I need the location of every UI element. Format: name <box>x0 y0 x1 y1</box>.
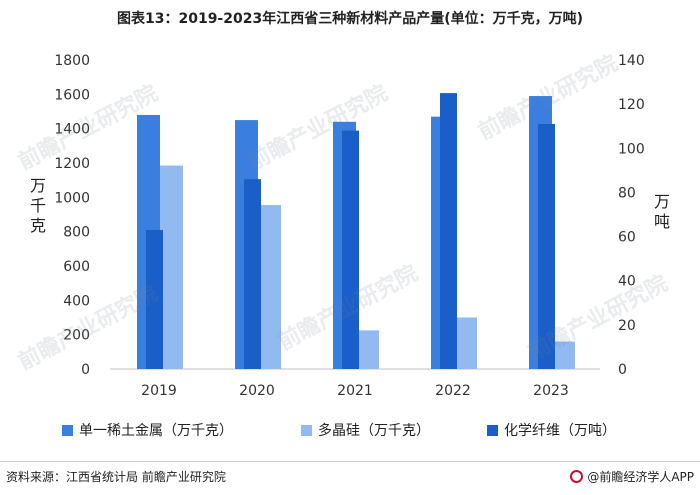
left-axis-title: 万千克 <box>29 176 46 235</box>
bar-polysilicon <box>356 330 379 369</box>
legend-label: 单一稀土金属（万千克） <box>79 423 233 439</box>
right-tick-label: 100 <box>618 141 645 157</box>
bar-chemical-fiber <box>440 93 457 369</box>
bar-polysilicon <box>552 341 575 369</box>
legend-swatch <box>487 424 498 436</box>
right-tick-label: 60 <box>618 230 636 246</box>
x-tick-label: 2023 <box>533 383 569 399</box>
left-tick-label: 400 <box>63 293 90 309</box>
chart-area: 0 200 400 600 800 1000 1200 1400 1600 1800 0 20 40 60… <box>54 53 645 399</box>
x-tick-label: 2022 <box>435 383 471 399</box>
chart-legend: 单一稀土金属（万千克） 多晶硅（万千克） 化学纤维（万吨） <box>0 420 700 442</box>
bar-chemical-fiber <box>538 124 555 369</box>
bar-chemical-fiber <box>146 229 163 369</box>
bar-polysilicon <box>160 165 183 369</box>
x-tick-label: 2020 <box>239 383 275 399</box>
brand-credit: @前瞻经济学人APP <box>570 468 694 485</box>
legend-item-polysilicon: 多晶硅（万千克） <box>301 420 430 440</box>
footer-divider <box>0 461 700 462</box>
left-tick-label: 1400 <box>54 122 90 138</box>
x-tick-label: 2019 <box>141 383 177 399</box>
left-tick-label: 200 <box>63 328 90 344</box>
right-tick-label: 0 <box>618 362 627 378</box>
bar-chemical-fiber <box>244 179 261 369</box>
right-tick-label: 140 <box>618 53 645 69</box>
legend-label: 化学纤维（万吨） <box>504 423 616 439</box>
left-tick-label: 1600 <box>54 87 90 103</box>
right-tick-label: 40 <box>618 274 636 290</box>
legend-swatch <box>301 424 312 436</box>
left-tick-label: 0 <box>81 362 90 378</box>
legend-swatch <box>62 424 73 436</box>
right-tick-label: 80 <box>618 185 636 201</box>
bar-polysilicon <box>258 205 281 369</box>
bar-chemical-fiber <box>342 130 359 369</box>
legend-item-rare-earth: 单一稀土金属（万千克） <box>62 420 233 440</box>
right-axis-title: 万吨 <box>653 192 670 231</box>
brand-text: @前瞻经济学人APP <box>587 470 694 484</box>
left-tick-label: 1800 <box>54 53 90 69</box>
left-tick-label: 1000 <box>54 190 90 206</box>
left-tick-label: 800 <box>63 225 90 241</box>
bar-polysilicon <box>454 317 477 369</box>
left-tick-label: 600 <box>63 259 90 275</box>
right-tick-label: 120 <box>618 97 645 113</box>
right-tick-label: 20 <box>618 318 636 334</box>
chart-title: 图表13：2019-2023年江西省三种新材料产品产量(单位：万千克，万吨) <box>116 11 584 27</box>
source-note: 资料来源：江西省统计局 前瞻产业研究院 <box>6 470 226 484</box>
left-tick-label: 1200 <box>54 156 90 172</box>
legend-label: 多晶硅（万千克） <box>318 423 430 439</box>
legend-item-chemical-fiber: 化学纤维（万吨） <box>487 420 616 440</box>
x-tick-label: 2021 <box>337 383 373 399</box>
brand-logo-icon <box>570 470 584 483</box>
